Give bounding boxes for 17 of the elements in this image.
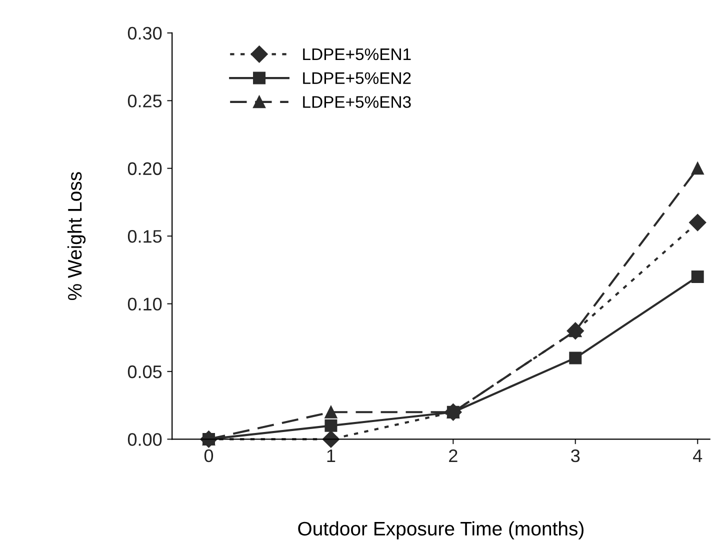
x-tick-label: 0: [204, 449, 214, 462]
y-tick-label: 0.30: [128, 26, 162, 40]
y-tick-label: 0.20: [128, 162, 162, 176]
legend-label: LDPE+5%EN1: [303, 48, 411, 60]
y-tick-label: 0.25: [128, 94, 162, 108]
x-tick-label: 2: [449, 449, 458, 462]
y-tick-label: 0.05: [128, 365, 162, 378]
y-axis-title: % Weight Loss: [67, 172, 86, 300]
x-axis-title: Outdoor Exposure Time (months): [298, 521, 584, 540]
y-tick-label: 0.10: [128, 298, 162, 310]
x-tick-label: 4: [693, 450, 702, 462]
y-tick-label: 0.00: [128, 433, 162, 446]
y-tick-label: 0.15: [128, 230, 162, 243]
x-tick-label: 3: [571, 449, 580, 462]
legend-label: LDPE+5%EN2: [303, 72, 411, 84]
legend-label: LDPE+5%EN3: [303, 96, 411, 108]
x-tick-label: 1: [327, 450, 336, 462]
